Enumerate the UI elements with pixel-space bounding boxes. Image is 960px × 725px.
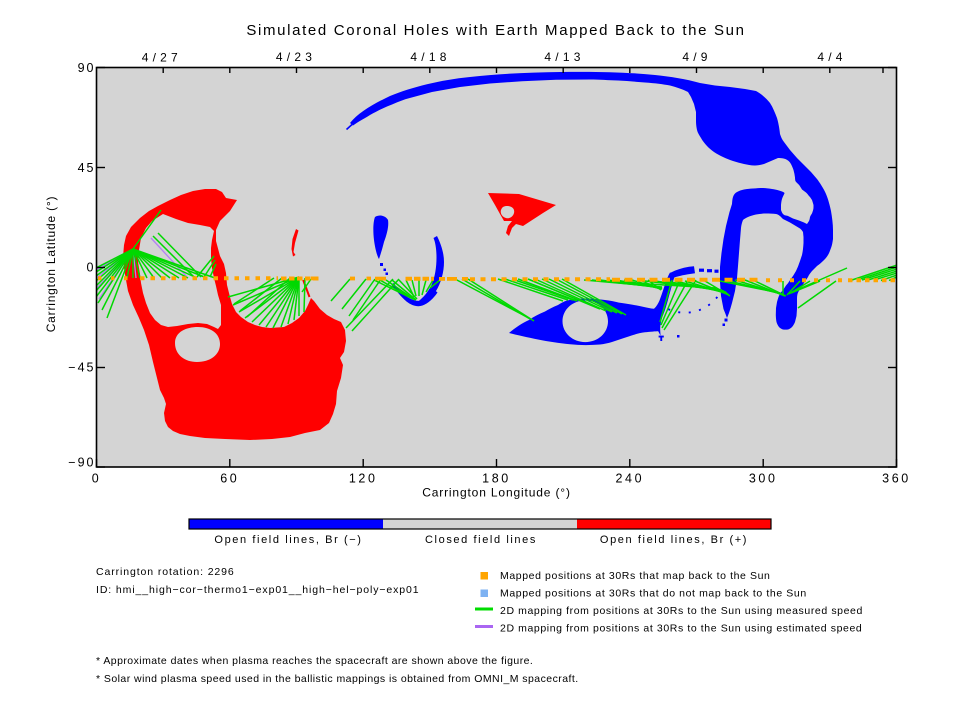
svg-text:Simulated Coronal Holes with E: Simulated Coronal Holes with Earth Mappe… — [246, 22, 745, 39]
svg-text:90: 90 — [78, 61, 96, 75]
svg-text:4/9: 4/9 — [682, 50, 711, 64]
svg-text:120: 120 — [349, 472, 378, 486]
svg-text:Carrington Longitude (°): Carrington Longitude (°) — [422, 486, 571, 500]
svg-text:−90: −90 — [68, 456, 95, 470]
svg-text:−45: −45 — [68, 361, 95, 375]
svg-text:2D mapping from positions at 3: 2D mapping from positions at 30Rs to the… — [500, 623, 862, 635]
svg-text:0: 0 — [92, 472, 102, 486]
svg-text:4/23: 4/23 — [276, 50, 316, 64]
svg-text:60: 60 — [220, 472, 239, 486]
svg-text:360: 360 — [882, 472, 911, 486]
svg-text:4/13: 4/13 — [544, 50, 584, 64]
svg-text:0: 0 — [87, 261, 96, 275]
svg-text:240: 240 — [615, 472, 644, 486]
svg-text:4/4: 4/4 — [817, 50, 846, 64]
svg-text:Open field lines, Br (+): Open field lines, Br (+) — [600, 534, 748, 546]
svg-text:4/18: 4/18 — [410, 50, 450, 64]
svg-text:Mapped positions at 30Rs that: Mapped positions at 30Rs that map back t… — [500, 570, 770, 582]
svg-text:* Approximate dates when plasm: * Approximate dates when plasma reaches … — [96, 655, 533, 667]
svg-text:Carrington rotation: 2296: Carrington rotation: 2296 — [96, 566, 235, 578]
svg-text:Closed field lines: Closed field lines — [425, 534, 537, 546]
svg-text:Carrington Latitude (°): Carrington Latitude (°) — [44, 196, 58, 333]
svg-text:45: 45 — [78, 161, 96, 175]
svg-text:300: 300 — [749, 472, 778, 486]
svg-text:* Solar wind plasma speed used: * Solar wind plasma speed used in the ba… — [96, 673, 579, 685]
svg-text:ID: hmi__high−cor−thermo1−exp0: ID: hmi__high−cor−thermo1−exp01__high−he… — [96, 584, 420, 596]
svg-text:Open field lines, Br (−): Open field lines, Br (−) — [214, 534, 362, 546]
svg-text:180: 180 — [482, 472, 511, 486]
svg-text:2D mapping from positions at 3: 2D mapping from positions at 30Rs to the… — [500, 605, 863, 617]
svg-text:4/27: 4/27 — [142, 51, 182, 65]
svg-text:Mapped positions at 30Rs that: Mapped positions at 30Rs that do not map… — [500, 588, 807, 600]
